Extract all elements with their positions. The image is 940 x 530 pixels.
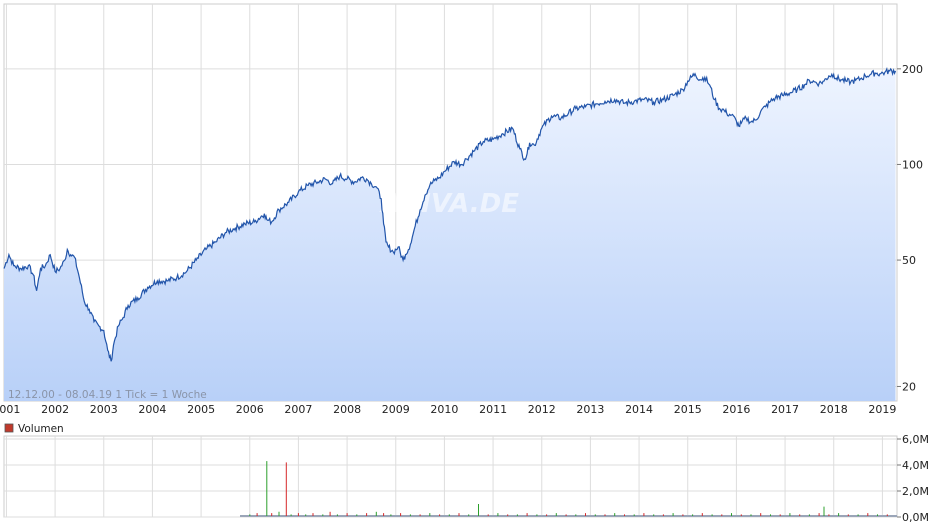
y-tick-label: 50 — [902, 254, 916, 267]
x-tick-label: 2019 — [868, 403, 896, 416]
volume-tick-label: 4,0M — [902, 459, 929, 472]
volume-y-axis: 0,0M 2,0M 4,0M 6,0M — [897, 433, 929, 524]
x-tick-label: 2011 — [479, 403, 507, 416]
x-tick-label: 2013 — [576, 403, 604, 416]
x-tick-label: 2008 — [333, 403, 361, 416]
x-tick-label: 2004 — [138, 403, 166, 416]
x-tick-label: 2010 — [430, 403, 458, 416]
volume-bars — [249, 461, 888, 516]
x-tick-label: 2016 — [722, 403, 750, 416]
x-tick-label: 2015 — [674, 403, 702, 416]
volume-tick-label: 2,0M — [902, 485, 929, 498]
volume-tick-label: 6,0M — [902, 433, 929, 446]
price-panel: ARIVA.DE 12.12.00 - 08.04.19 1 Tick = 1 … — [0, 3, 923, 416]
y-tick-label: 200 — [902, 63, 923, 76]
x-tick-label: 2009 — [382, 403, 410, 416]
y-tick-label: 20 — [902, 380, 916, 393]
volume-legend-label: Volumen — [18, 423, 64, 435]
volume-legend-swatch — [4, 423, 14, 433]
x-tick-label: 2002 — [41, 403, 69, 416]
volume-legend: Volumen — [4, 423, 64, 435]
x-tick-label: 2018 — [820, 403, 848, 416]
x-tick-label: 2014 — [625, 403, 653, 416]
y-tick-label: 100 — [902, 158, 923, 171]
volume-panel: 0,0M 2,0M 4,0M 6,0M Volumen — [3, 423, 929, 524]
x-tick-label: 2006 — [236, 403, 264, 416]
x-tick-label: 2003 — [90, 403, 118, 416]
x-tick-label: 2001 — [0, 403, 20, 416]
x-tick-label: 2005 — [187, 403, 215, 416]
watermark: ARIVA.DE — [379, 189, 519, 219]
price-series-line — [3, 67, 897, 362]
price-area-fill — [4, 68, 896, 402]
volume-tick-label: 0,0M — [902, 511, 929, 524]
chart-info-label: 12.12.00 - 08.04.19 1 Tick = 1 Woche — [8, 389, 207, 401]
x-tick-label: 2017 — [771, 403, 799, 416]
price-x-axis: 2001 2002 2003 2004 2005 2006 2007 2008 2009 2010… — [0, 403, 896, 416]
volume-plot-frame — [3, 435, 898, 518]
x-tick-label: 2012 — [528, 403, 556, 416]
x-tick-label: 2007 — [284, 403, 312, 416]
price-y-axis: 20 50 100 200 — [897, 63, 923, 393]
